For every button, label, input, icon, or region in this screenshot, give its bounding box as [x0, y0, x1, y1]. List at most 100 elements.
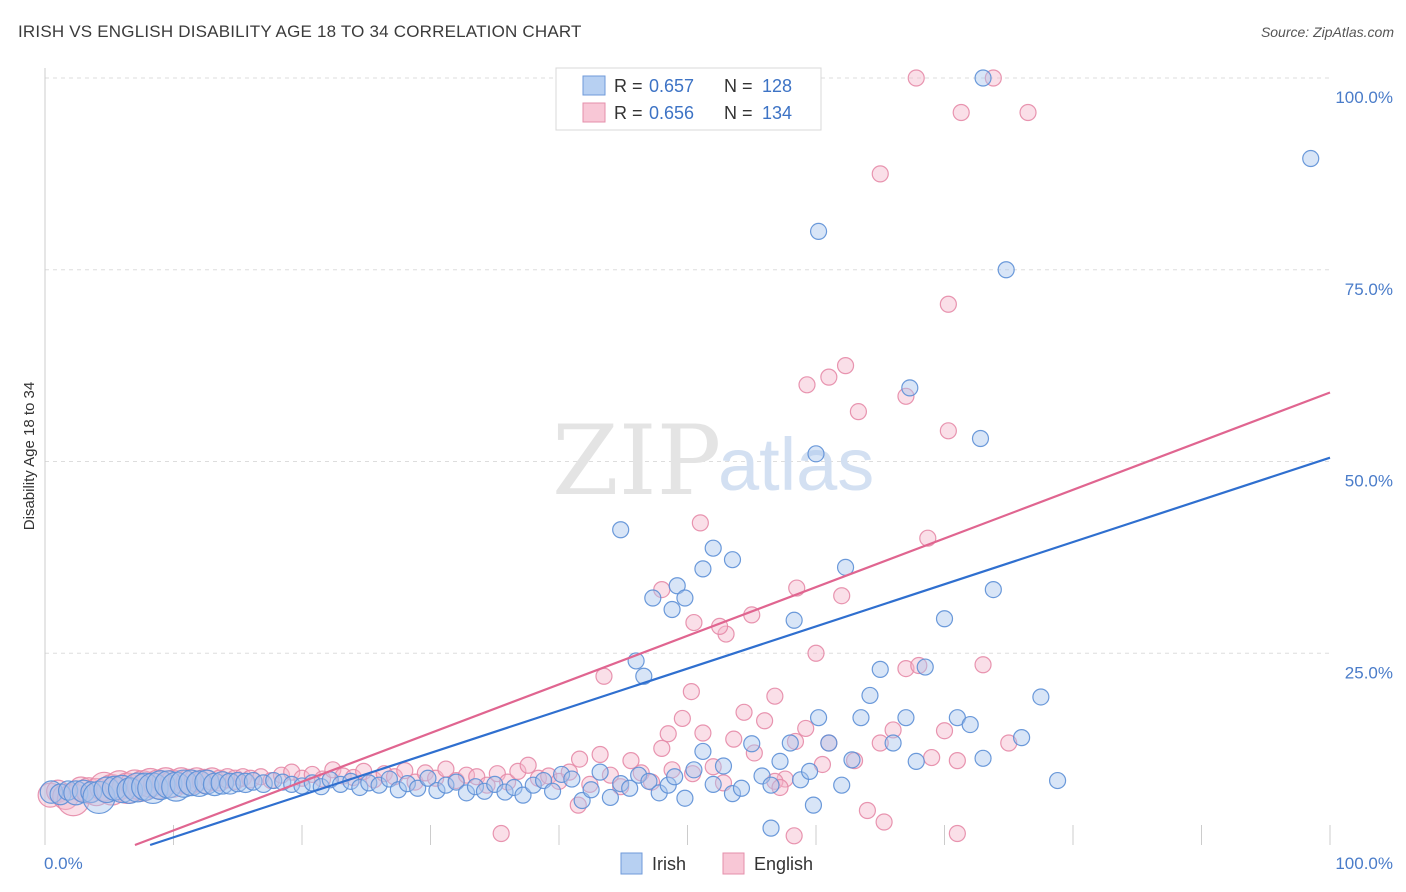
english-point-74	[735, 703, 753, 721]
irish-point-50	[475, 782, 494, 800]
axes	[44, 68, 1331, 845]
irish-point-7	[93, 776, 121, 804]
irish-point-27	[254, 774, 273, 794]
english-point-112	[939, 422, 957, 440]
irish-point-81	[771, 752, 789, 770]
y-tick-label-1: 50.0%	[1345, 472, 1393, 491]
irish-point-22	[210, 771, 235, 795]
bottom-legend-irish-swatch	[620, 852, 643, 875]
irish-point-9	[107, 774, 137, 804]
english-point-81	[807, 644, 825, 662]
irish-point-73	[694, 742, 712, 761]
irish-point-93	[897, 709, 915, 727]
english-point-103	[691, 514, 709, 532]
irish-point-71	[676, 789, 694, 807]
irish-point-43	[409, 779, 427, 797]
english-point-73	[725, 730, 743, 748]
irish-point-61	[582, 781, 600, 799]
english-point-98	[685, 613, 703, 632]
source-label: Source: ZipAtlas.com	[1260, 24, 1394, 40]
irish-point-23	[219, 772, 242, 795]
english-point-109	[875, 813, 893, 831]
irish-point-89	[852, 709, 870, 727]
english-point-83	[833, 587, 851, 605]
english-point-125	[974, 656, 992, 674]
english-point-114	[798, 376, 816, 394]
irish-point-79	[753, 767, 771, 785]
english-point-70	[694, 724, 712, 742]
english-point-91	[935, 722, 954, 740]
english-point-53	[519, 756, 537, 774]
legend-irish-r-value: 0.657	[649, 76, 694, 96]
legend-english-n-label: N =	[724, 103, 753, 123]
irish-point-113	[635, 667, 653, 685]
irish-point-24	[227, 771, 248, 793]
bottom-legend-english-swatch	[722, 852, 745, 875]
y-tick-label-2: 75.0%	[1345, 280, 1393, 299]
watermark-atlas: atlas	[718, 423, 874, 506]
english-point-113	[849, 403, 868, 421]
irish-point-59	[563, 770, 581, 788]
english-point-110	[785, 827, 803, 845]
english-point-60	[591, 745, 609, 764]
irish-point-100	[1012, 729, 1031, 747]
english-point-119	[871, 165, 889, 183]
irish-point-118	[809, 222, 828, 240]
irish-point-123	[974, 69, 992, 87]
watermark-zip: ZIP	[552, 405, 721, 517]
irish-point-15	[154, 770, 183, 799]
irish-point-55	[524, 776, 542, 794]
x-tick-labels: 0.0% 100.0%	[44, 854, 1393, 873]
english-point-120	[952, 103, 970, 122]
irish-point-119	[901, 379, 919, 397]
irish-point-91	[871, 660, 889, 678]
english-point-76	[755, 712, 774, 730]
irish-point-95	[916, 658, 934, 676]
y-tick-label-0: 25.0%	[1345, 663, 1393, 682]
irish-point-0	[39, 780, 64, 804]
english-point-92	[948, 752, 966, 770]
irish-point-101	[1032, 688, 1050, 706]
english-trend-line	[134, 391, 1331, 847]
irish-point-108	[694, 560, 712, 578]
trend-lines	[134, 391, 1331, 847]
english-point-122	[907, 69, 925, 87]
english-point-118	[939, 295, 957, 313]
irish-point-49	[466, 778, 485, 796]
legend-english-swatch	[582, 102, 606, 123]
irish-point-88	[843, 751, 861, 769]
y-axis-label: Disability Age 18 to 34	[21, 382, 38, 530]
irish-point-57	[543, 782, 562, 800]
english-point-85	[858, 801, 877, 820]
english-point-41	[396, 762, 414, 780]
irish-point-102	[1048, 771, 1067, 790]
irish-point-6	[82, 780, 116, 815]
irish-point-70	[666, 768, 684, 786]
irish-point-120	[971, 429, 990, 448]
irish-point-104	[762, 819, 780, 837]
irish-point-14	[145, 770, 176, 801]
irish-point-111	[644, 589, 662, 607]
legend-irish-swatch	[582, 75, 606, 96]
irish-point-92	[884, 734, 902, 752]
english-point-52	[509, 762, 527, 780]
irish-point-17	[169, 769, 198, 798]
english-point-87	[884, 721, 902, 739]
english-point-63	[622, 752, 640, 770]
irish-point-98	[961, 715, 979, 734]
irish-point-105	[807, 445, 825, 463]
y-tick-labels: 25.0% 50.0% 75.0% 100.0%	[1335, 88, 1393, 682]
irish-point-62	[591, 763, 609, 781]
irish-point-77	[732, 779, 751, 797]
english-point-105	[659, 725, 677, 743]
irish-trend-line	[149, 456, 1331, 847]
irish-point-66	[630, 766, 648, 784]
x-tick-label-1: 100.0%	[1335, 854, 1393, 873]
stats-legend: R = 0.657 N = 128 R = 0.656 N = 134	[555, 67, 822, 131]
x-tick-label-0: 0.0%	[44, 854, 83, 873]
watermark: ZIP atlas	[552, 405, 874, 517]
irish-point-114	[663, 600, 681, 619]
irish-point-48	[457, 784, 476, 802]
legend-english-n-value: 134	[762, 103, 792, 123]
irish-point-106	[704, 539, 722, 557]
